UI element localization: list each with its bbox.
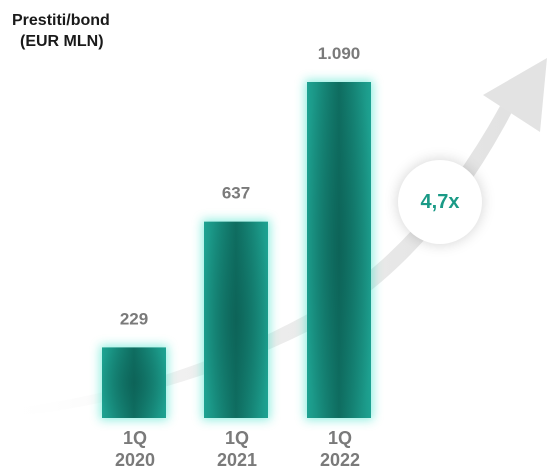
bar-shade [204,221,268,418]
x-tick-label: 1Q [225,428,249,448]
data-label: 637 [222,184,250,203]
growth-arrow [0,58,547,418]
title-line-2: (EUR MLN) [20,33,104,50]
data-label: 229 [120,309,148,328]
x-tick-label: 2022 [320,450,360,470]
growth-arrow-head [483,58,547,132]
growth-badge: 4,7x [398,160,482,244]
chart-title: Prestiti/bond (EUR MLN) [12,10,110,52]
x-tick-label: 2020 [115,450,155,470]
x-tick-label: 2021 [217,450,257,470]
growth-badge-label: 4,7x [420,190,460,213]
data-label: 1.090 [318,44,361,63]
bar-shade [307,82,371,418]
bar-shade [102,347,166,418]
x-tick-label: 1Q [328,428,352,448]
x-tick-label: 1Q [123,428,147,448]
title-line-1: Prestiti/bond [12,12,110,29]
